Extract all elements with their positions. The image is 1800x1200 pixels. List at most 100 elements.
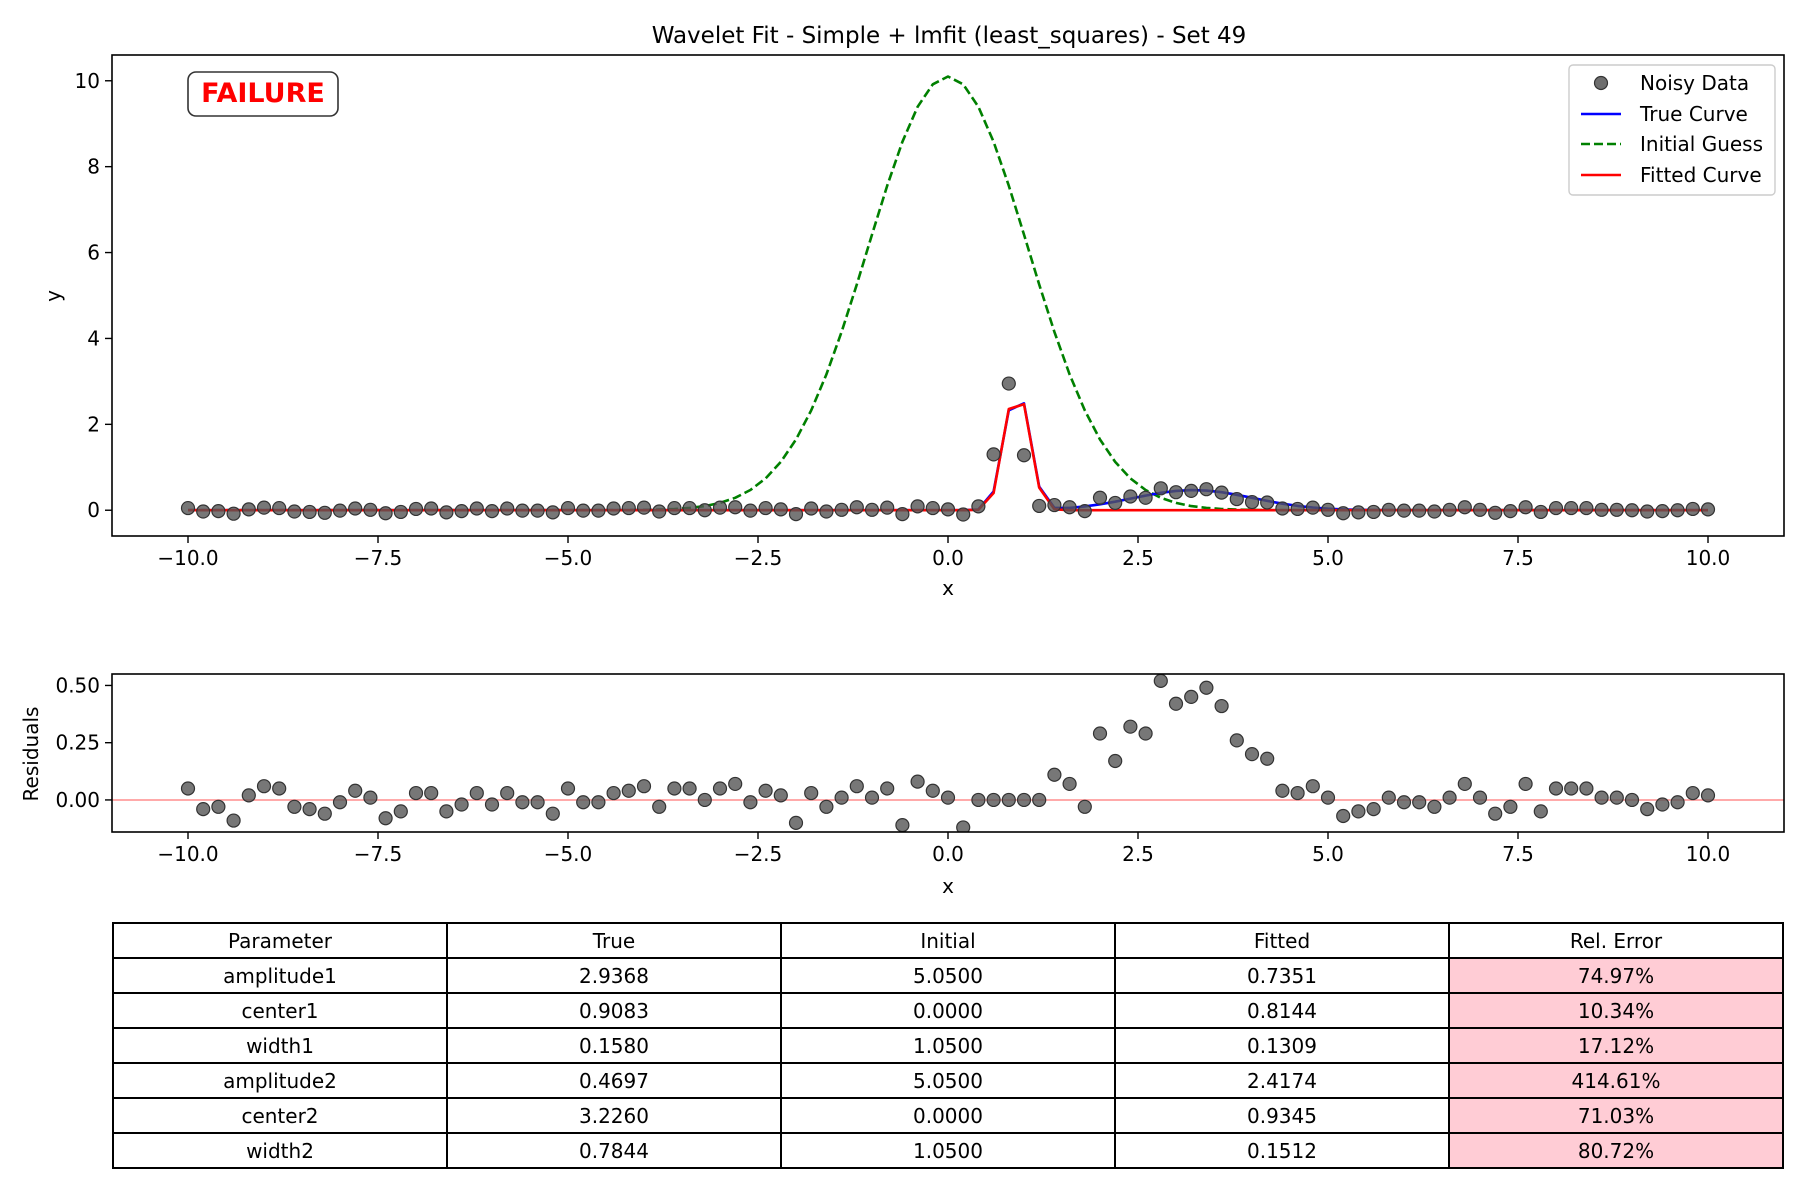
noisy-data-point [576, 503, 591, 518]
table-cell-rel-error: 80.72% [1448, 1132, 1784, 1169]
noisy-data-point [1381, 502, 1396, 517]
failure-badge: FAILURE [187, 71, 339, 117]
noisy-data-point [788, 506, 804, 522]
failure-badge-box [187, 71, 339, 117]
residual-point [226, 813, 241, 828]
residual-point [1092, 726, 1108, 741]
noisy-data-point [1108, 495, 1123, 511]
residual-point [1670, 795, 1685, 810]
residual-point [439, 804, 454, 819]
residual-point [1700, 788, 1716, 803]
legend-label-true-curve: True Curve [1639, 102, 1748, 126]
residual-point [1427, 799, 1442, 814]
residual-point [1290, 785, 1305, 801]
table-row: amplitude2 0.4697 5.0500 2.4174 414.61% [112, 1062, 1784, 1099]
main-x-tick-label: 10.0 [1686, 546, 1731, 570]
residual-point [1123, 719, 1138, 734]
residual-point [1108, 753, 1123, 769]
noisy-data-point [773, 502, 788, 517]
residual-point [682, 781, 697, 796]
noisy-data-point [1260, 495, 1275, 510]
noisy-data-point [1168, 485, 1184, 500]
noisy-data-point [317, 505, 332, 520]
noisy-data-point [697, 503, 712, 518]
residual-point [545, 806, 560, 821]
table-cell: 1.0500 [780, 1132, 1116, 1169]
legend: Noisy Data True Curve Initial Guess Fitt… [1568, 64, 1776, 196]
noisy-data-point [1305, 500, 1320, 515]
residual-point [1199, 680, 1214, 695]
noisy-data-point [302, 504, 317, 520]
residuals-y-tick-label: 0.25 [55, 731, 100, 755]
noisy-data-point [1396, 503, 1412, 518]
noisy-data-point [1123, 489, 1138, 504]
residual-point [1244, 747, 1260, 762]
table-cell: 0.1512 [1114, 1132, 1450, 1169]
residual-point [348, 783, 363, 798]
noisy-data-point [591, 503, 606, 518]
residual-point [560, 781, 576, 796]
main-y-tick-label: 8 [87, 155, 100, 179]
residuals-x-tick-label: 0.0 [932, 842, 964, 866]
noisy-data-point [925, 500, 940, 516]
residual-point [302, 802, 317, 817]
noisy-data-point [348, 501, 363, 516]
residuals-x-axis-label: x [942, 874, 954, 898]
residual-point [591, 795, 606, 810]
residual-point [758, 783, 773, 798]
table-header-cell: Fitted [1114, 922, 1450, 959]
legend-item-initial-guess: Initial Guess [1581, 132, 1763, 156]
table-row: amplitude1 2.9368 5.0500 0.7351 74.97% [112, 957, 1784, 994]
noisy-data-point [1427, 504, 1442, 519]
noisy-data-point [196, 504, 211, 519]
noisy-data-point [424, 501, 439, 516]
table-header-cell: Parameter [112, 922, 448, 959]
table-cell: 2.9368 [446, 957, 782, 994]
residual-point [1518, 776, 1533, 792]
residual-point [1184, 689, 1199, 704]
noisy-data-point [1564, 500, 1579, 516]
noisy-data-point [880, 500, 895, 515]
table-cell: 2.4174 [1114, 1062, 1450, 1099]
residual-point [484, 797, 500, 812]
residuals-plot: −10.0 −7.5 −5.0 −2.5 0.0 2.5 5.0 7.5 10.0 0.00 0.2… [19, 673, 1785, 898]
residual-point [1655, 797, 1670, 812]
residual-point [1275, 783, 1290, 798]
table-cell: 0.0000 [780, 1097, 1116, 1134]
noisy-data-point [728, 500, 743, 515]
noisy-data-point [1518, 500, 1533, 515]
residual-point [530, 795, 545, 810]
legend-item-fitted-curve: Fitted Curve [1581, 163, 1762, 187]
residual-point [1260, 751, 1275, 766]
table-cell-rel-error: 10.34% [1448, 992, 1784, 1029]
table-row: width2 0.7844 1.0500 0.1512 80.72% [112, 1132, 1784, 1169]
residual-point [1320, 790, 1336, 805]
residual-point [1488, 806, 1503, 821]
noisy-data-point [1640, 504, 1655, 519]
main-x-axis-label: x [942, 576, 954, 600]
main-x-tick-label: −7.5 [354, 546, 403, 570]
residual-point [1229, 733, 1244, 748]
table-cell: 5.0500 [780, 1062, 1116, 1099]
residual-point [515, 795, 530, 810]
noisy-data-point [621, 500, 636, 516]
residual-point [287, 799, 302, 814]
main-x-tick-label: 0.0 [932, 546, 964, 570]
noisy-data-point [1275, 501, 1290, 516]
noisy-data-point [606, 501, 621, 516]
noisy-data-point [226, 506, 241, 521]
main-y-axis-label: y [41, 290, 65, 302]
residual-point [834, 790, 849, 805]
residual-point [1472, 790, 1488, 805]
noisy-data-point [393, 504, 408, 520]
residual-point [1381, 790, 1396, 805]
residual-point [378, 811, 393, 826]
residual-point [363, 790, 378, 805]
table-header-row: Parameter True Initial Fitted Rel. Error [112, 922, 1784, 959]
noisy-data-point [743, 503, 758, 518]
main-x-tick-label: −5.0 [544, 546, 593, 570]
noisy-data-point [849, 500, 864, 515]
residual-point [1032, 792, 1047, 808]
noisy-data-point [1138, 490, 1153, 505]
failure-badge-text: FAILURE [201, 78, 325, 109]
